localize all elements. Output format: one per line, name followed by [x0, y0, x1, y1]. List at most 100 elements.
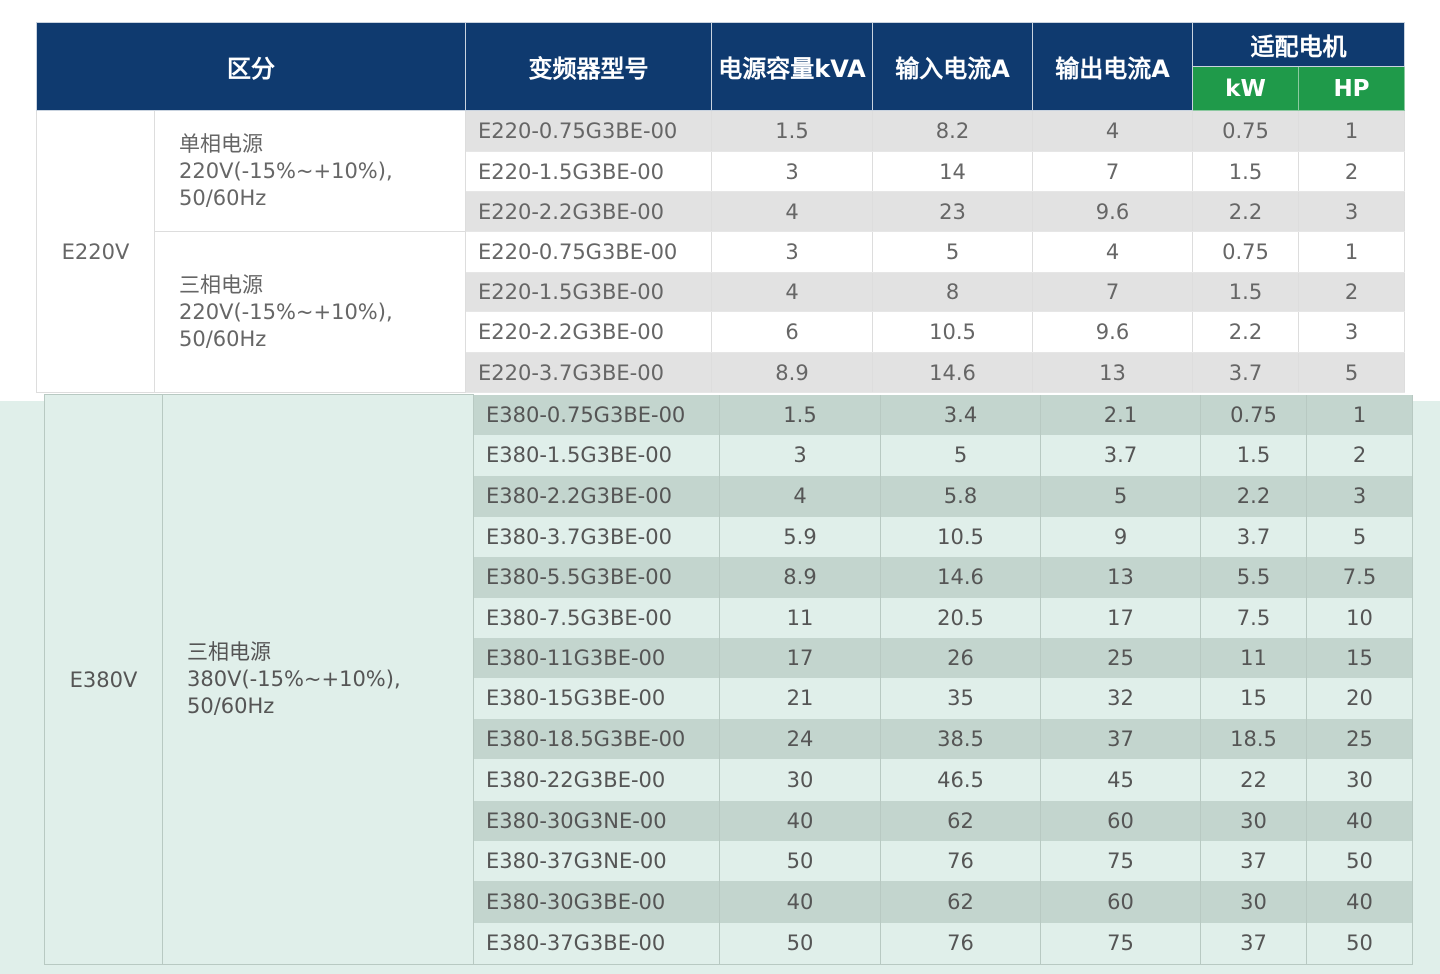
motor-kw-cell: 30	[1200, 880, 1307, 923]
table-row: E380-2.2G3BE-00 4 5.8 5 2.2 3	[45, 475, 1413, 517]
motor-kw-cell: 1.5	[1200, 434, 1307, 476]
model-cell: E220-1.5G3BE-00	[465, 151, 712, 192]
header-output-current: 输出电流A	[1032, 22, 1193, 111]
capacity-cell: 21	[719, 677, 881, 719]
capacity-cell: 24	[719, 718, 881, 759]
motor-hp-cell: 7.5	[1306, 556, 1413, 598]
output-current-cell: 9.6	[1032, 191, 1193, 232]
capacity-cell: 40	[719, 800, 881, 841]
output-current-cell: 5	[1040, 475, 1201, 517]
capacity-cell: 4	[711, 191, 873, 232]
spec-table-e220: 区分 变频器型号 电源容量kVA 输入电流A 输出电流A 适配电机 kW HP …	[36, 22, 1405, 393]
table-header: 区分 变频器型号 电源容量kVA 输入电流A 输出电流A 适配电机 kW HP	[36, 22, 1405, 111]
motor-kw-cell: 15	[1200, 677, 1307, 719]
output-current-cell: 75	[1040, 922, 1201, 965]
capacity-cell: 3	[711, 151, 873, 192]
motor-hp-cell: 3	[1298, 191, 1405, 232]
power-supply-cell: 单相电源 220V(-15%~+10%), 50/60Hz	[154, 110, 466, 232]
motor-hp-cell: 30	[1306, 758, 1413, 801]
category-label: E220V	[36, 110, 155, 393]
output-current-cell: 4	[1032, 110, 1193, 152]
model-cell: E380-7.5G3BE-00	[473, 597, 720, 638]
motor-hp-cell: 25	[1306, 718, 1413, 759]
capacity-cell: 4	[719, 475, 881, 517]
model-cell: E380-30G3NE-00	[473, 800, 720, 841]
motor-kw-cell: 5.5	[1200, 556, 1307, 598]
input-current-cell: 20.5	[880, 597, 1041, 638]
table-row: E380-37G3BE-00 50 76 75 37 50	[45, 922, 1413, 965]
model-cell: E220-0.75G3BE-00	[465, 110, 712, 152]
input-current-cell: 14	[872, 151, 1033, 192]
input-current-cell: 38.5	[880, 718, 1041, 759]
motor-kw-cell: 0.75	[1192, 231, 1299, 273]
capacity-cell: 40	[719, 880, 881, 923]
table-row: E380-37G3NE-00 50 76 75 37 50	[45, 840, 1413, 881]
table-row: E220-2.2G3BE-00 6 10.5 9.6 2.2 3	[37, 311, 1405, 353]
motor-kw-cell: 22	[1200, 758, 1307, 801]
input-current-cell: 8	[872, 272, 1033, 312]
capacity-cell: 3	[711, 231, 873, 273]
motor-hp-cell: 10	[1306, 597, 1413, 638]
input-current-cell: 35	[880, 677, 1041, 719]
table-row: E380-22G3BE-00 30 46.5 45 22 30	[45, 758, 1413, 801]
motor-hp-cell: 1	[1298, 110, 1405, 152]
header-hp: HP	[1298, 66, 1405, 111]
header-kw: kW	[1192, 66, 1299, 111]
model-cell: E380-15G3BE-00	[473, 677, 720, 719]
power-supply-cell: 三相电源 380V(-15%~+10%), 50/60Hz	[162, 394, 474, 965]
output-current-cell: 3.7	[1040, 434, 1201, 476]
capacity-cell: 3	[719, 434, 881, 476]
motor-kw-cell: 7.5	[1200, 597, 1307, 638]
input-current-cell: 14.6	[880, 556, 1041, 598]
spec-table-panel-top: 区分 变频器型号 电源容量kVA 输入电流A 输出电流A 适配电机 kW HP …	[0, 0, 1440, 408]
output-current-cell: 9	[1040, 516, 1201, 557]
motor-hp-cell: 15	[1306, 637, 1413, 678]
output-current-cell: 9.6	[1032, 311, 1193, 353]
table-row: 三相电源 220V(-15%~+10%), 50/60Hz E220-0.75G3B…	[37, 231, 1405, 393]
table-row: E220-3.7G3BE-00 8.9 14.6 13 3.7 5	[37, 352, 1405, 393]
motor-hp-cell: 1	[1306, 394, 1413, 435]
motor-hp-cell: 1	[1298, 231, 1405, 273]
model-cell: E220-3.7G3BE-00	[465, 352, 712, 393]
model-cell: E380-30G3BE-00	[473, 880, 720, 923]
input-current-cell: 10.5	[880, 516, 1041, 557]
motor-kw-cell: 37	[1200, 840, 1307, 881]
capacity-cell: 1.5	[711, 110, 873, 152]
motor-hp-cell: 40	[1306, 800, 1413, 841]
table-row: E380-7.5G3BE-00 11 20.5 17 7.5 10	[45, 597, 1413, 638]
model-cell: E380-0.75G3BE-00	[473, 394, 720, 435]
table-row: E380-5.5G3BE-00 8.9 14.6 13 5.5 7.5	[45, 556, 1413, 598]
capacity-cell: 8.9	[711, 352, 873, 393]
model-cell: E220-2.2G3BE-00	[465, 191, 712, 232]
table-row: E220-2.2G3BE-00 4 23 9.6 2.2 3	[37, 191, 1405, 232]
output-current-cell: 13	[1040, 556, 1201, 598]
capacity-cell: 5.9	[719, 516, 881, 557]
motor-hp-cell: 3	[1298, 311, 1405, 353]
input-current-cell: 46.5	[880, 758, 1041, 801]
motor-kw-cell: 18.5	[1200, 718, 1307, 759]
model-cell: E380-1.5G3BE-00	[473, 434, 720, 476]
capacity-cell: 50	[719, 922, 881, 965]
capacity-cell: 4	[711, 272, 873, 312]
capacity-cell: 6	[711, 311, 873, 353]
category-label: E380V	[44, 394, 163, 965]
table-row: E380-3.7G3BE-00 5.9 10.5 9 3.7 5	[45, 516, 1413, 557]
motor-kw-cell: 30	[1200, 800, 1307, 841]
motor-kw-cell: 1.5	[1192, 151, 1299, 192]
motor-hp-cell: 40	[1306, 880, 1413, 923]
output-current-cell: 32	[1040, 677, 1201, 719]
header-motor: 适配电机	[1192, 22, 1405, 67]
table-row: E220-1.5G3BE-00 4 8 7 1.5 2	[37, 272, 1405, 312]
input-current-cell: 5	[872, 231, 1033, 273]
motor-hp-cell: 5	[1298, 352, 1405, 393]
model-cell: E380-11G3BE-00	[473, 637, 720, 678]
input-current-cell: 76	[880, 922, 1041, 965]
model-cell: E220-0.75G3BE-00	[465, 231, 712, 273]
table-row: E380-1.5G3BE-00 3 5 3.7 1.5 2	[45, 434, 1413, 476]
spec-table-e380: E380V 三相电源 380V(-15%~+10%), 50/60Hz E380-0.…	[44, 394, 1413, 965]
output-current-cell: 37	[1040, 718, 1201, 759]
motor-hp-cell: 3	[1306, 475, 1413, 517]
header-model: 变频器型号	[465, 22, 712, 111]
motor-kw-cell: 0.75	[1200, 394, 1307, 435]
model-cell: E380-18.5G3BE-00	[473, 718, 720, 759]
